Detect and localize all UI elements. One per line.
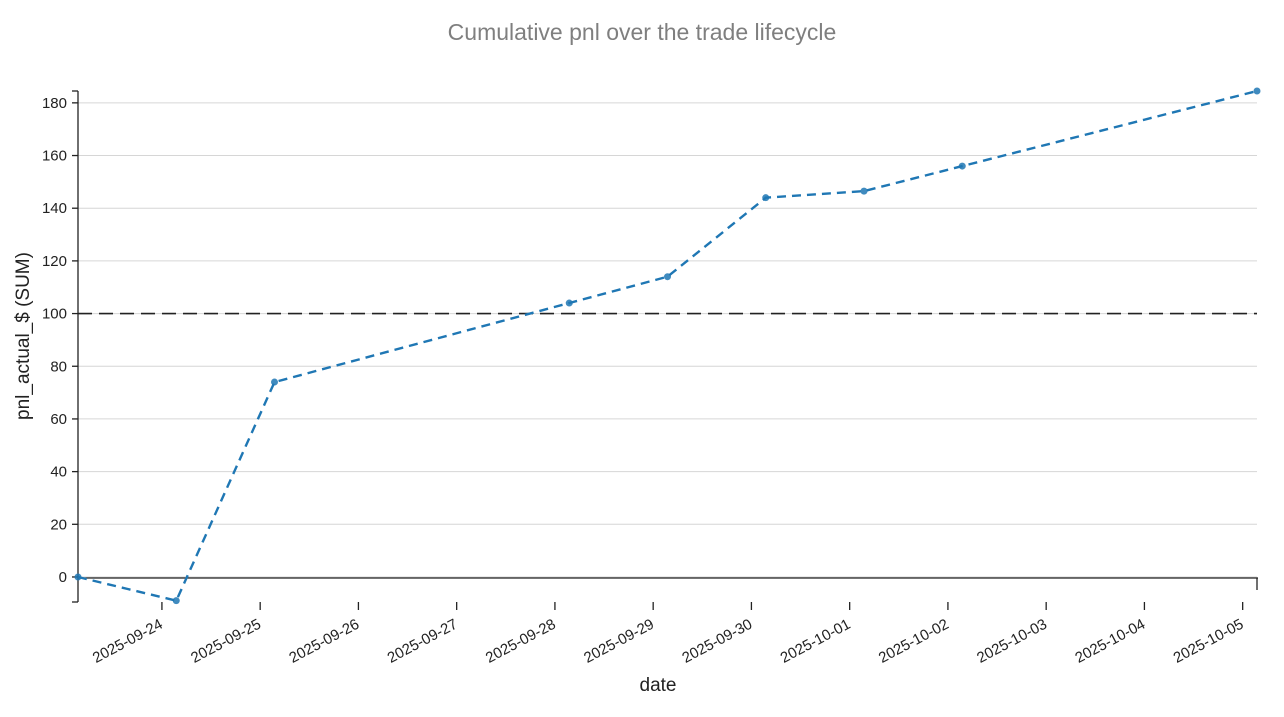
x-tick-label: 2025-10-02 xyxy=(876,616,952,667)
x-tick-label: 2025-09-26 xyxy=(286,616,362,667)
gridlines xyxy=(78,102,1257,578)
x-tick-label: 2025-10-05 xyxy=(1171,616,1247,667)
x-tick-label: 2025-09-30 xyxy=(679,616,755,667)
x-tick-label: 2025-09-24 xyxy=(90,616,166,667)
data-point[interactable] xyxy=(860,187,868,195)
chart-title: Cumulative pnl over the trade lifecycle xyxy=(448,19,837,45)
y-tick-label: 60 xyxy=(50,411,67,428)
data-point[interactable] xyxy=(664,273,671,281)
y-tick-label: 80 xyxy=(50,358,67,375)
y-tick-label: 20 xyxy=(50,516,67,533)
y-tick-label: 120 xyxy=(42,253,67,270)
x-axis-ticks: 2025-09-24 2025-09-25 2025-09-26 2025-09-27… xyxy=(90,602,1246,667)
data-point[interactable] xyxy=(958,162,966,170)
x-tick-label: 2025-09-29 xyxy=(581,616,657,667)
x-tick-label: 2025-10-04 xyxy=(1072,616,1148,667)
series-layer xyxy=(74,87,1261,605)
y-tick-label: 0 xyxy=(59,569,67,586)
x-axis-label: date xyxy=(640,675,677,696)
x-tick-label: 2025-10-01 xyxy=(778,616,854,667)
y-tick-label: 160 xyxy=(42,148,67,165)
series-line xyxy=(77,89,1258,603)
data-point[interactable] xyxy=(271,378,278,386)
data-point[interactable] xyxy=(565,299,573,307)
x-tick-label: 2025-09-27 xyxy=(385,616,461,667)
x-tick-label: 2025-09-25 xyxy=(188,616,264,667)
y-tick-label: 40 xyxy=(50,464,67,481)
y-axis-label: pnl_actual_$ (SUM) xyxy=(13,252,34,420)
x-tick-label: 2025-10-03 xyxy=(974,616,1050,667)
data-point[interactable] xyxy=(762,194,770,202)
y-tick-label: 100 xyxy=(42,306,67,323)
y-axis-ticks: 0 20 40 60 80 100 120 140 160 180 xyxy=(42,90,78,603)
x-tick-label: 2025-09-28 xyxy=(483,616,559,667)
y-tick-label: 180 xyxy=(42,95,67,112)
data-point[interactable] xyxy=(172,597,180,605)
data-point[interactable] xyxy=(1253,87,1261,95)
data-point[interactable] xyxy=(74,573,82,581)
y-tick-label: 140 xyxy=(42,200,67,217)
